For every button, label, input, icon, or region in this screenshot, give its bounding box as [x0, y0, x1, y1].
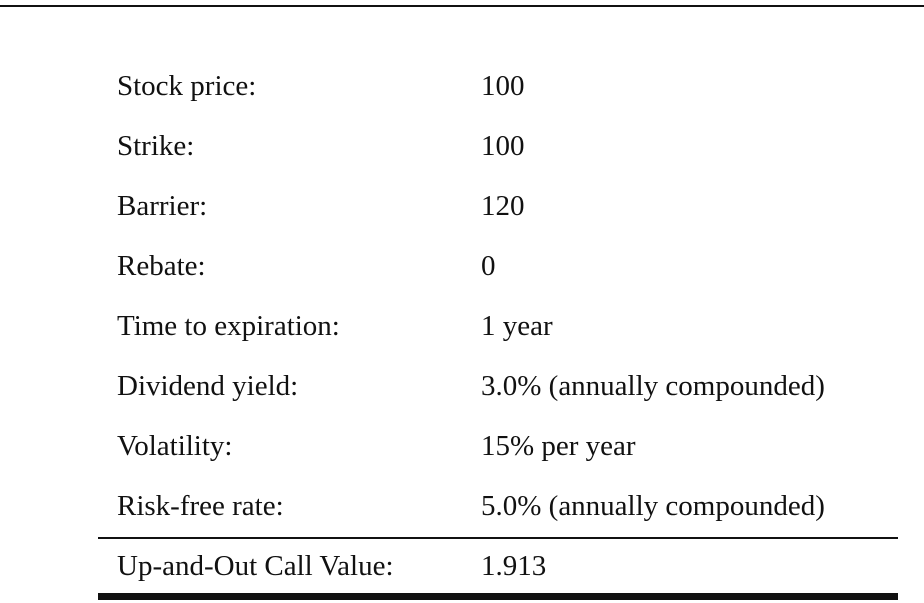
param-value: 1 year — [481, 310, 553, 342]
param-value: 0 — [481, 250, 496, 282]
param-label: Time to expiration: — [117, 310, 340, 342]
param-label: Strike: — [117, 130, 195, 162]
result-row: Up-and-Out Call Value: 1.913 — [98, 541, 898, 593]
param-row-stock-price: Stock price: 100 — [98, 56, 898, 116]
param-value: 100 — [481, 130, 525, 162]
param-row-strike: Strike: 100 — [98, 116, 898, 176]
param-label: Dividend yield: — [117, 370, 299, 402]
param-label: Stock price: — [117, 70, 257, 102]
param-value: 100 — [481, 70, 525, 102]
top-rule — [0, 5, 924, 7]
param-row-risk-free-rate: Risk-free rate: 5.0% (annually compounde… — [98, 476, 898, 536]
param-value: 3.0% (annually compounded) — [481, 370, 825, 402]
param-row-barrier: Barrier: 120 — [98, 176, 898, 236]
param-label: Risk-free rate: — [117, 490, 284, 522]
param-value: 120 — [481, 190, 525, 222]
param-label: Volatility: — [117, 430, 233, 462]
param-value: 15% per year — [481, 430, 636, 462]
param-row-dividend-yield: Dividend yield: 3.0% (annually compounde… — [98, 356, 898, 416]
param-label: Barrier: — [117, 190, 208, 222]
result-separator-rule — [98, 537, 898, 539]
result-label: Up-and-Out Call Value: — [117, 550, 394, 582]
parameters-table: Stock price: 100 Strike: 100 Barrier: 12… — [98, 56, 898, 536]
param-label: Rebate: — [117, 250, 206, 282]
param-row-time-to-expiration: Time to expiration: 1 year — [98, 296, 898, 356]
param-row-rebate: Rebate: 0 — [98, 236, 898, 296]
result-value: 1.913 — [481, 550, 547, 582]
bottom-rule — [98, 593, 898, 600]
param-value: 5.0% (annually compounded) — [481, 490, 825, 522]
param-row-volatility: Volatility: 15% per year — [98, 416, 898, 476]
